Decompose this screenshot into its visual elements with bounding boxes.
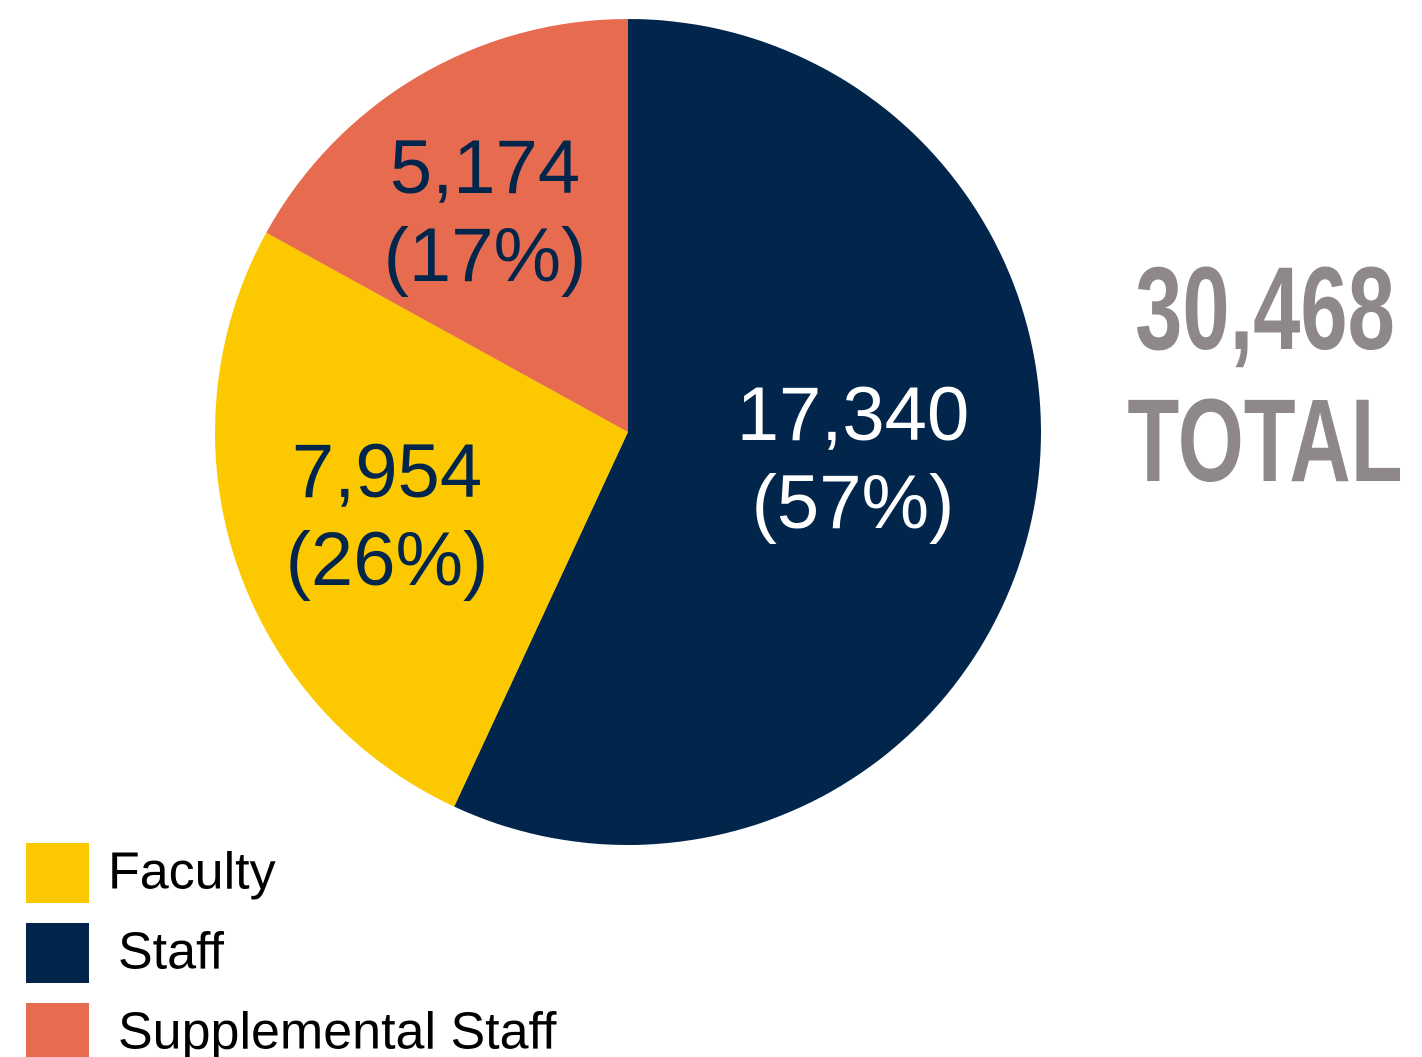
legend-label: Staff — [118, 923, 225, 981]
pie-slice — [266, 19, 628, 432]
total: 30,468 TOTAL — [1127, 242, 1402, 506]
legend-label: Supplemental Staff — [118, 1003, 557, 1057]
slice-value-label: 7,954 — [292, 429, 482, 514]
slice-percent-label: (17%) — [384, 213, 587, 298]
pie-slice — [215, 232, 628, 807]
legend-swatch — [26, 923, 89, 983]
legend-swatch — [26, 1003, 89, 1057]
slice-percent-label: (26%) — [286, 517, 489, 602]
total-value: 30,468 — [1135, 242, 1395, 374]
pie-slice — [454, 19, 1042, 846]
total-caption: TOTAL — [1127, 374, 1402, 506]
slice-value-label: 5,174 — [390, 125, 580, 210]
slice-percent-label: (57%) — [752, 460, 955, 545]
legend-swatch — [26, 843, 89, 903]
legend-label: Faculty — [108, 843, 276, 901]
slice-value-label: 17,340 — [737, 372, 969, 457]
